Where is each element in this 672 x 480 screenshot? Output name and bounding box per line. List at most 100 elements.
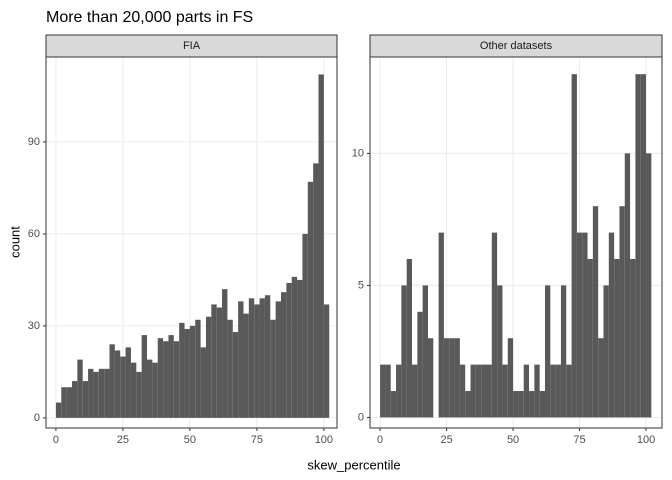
bar [114,350,121,418]
bar [130,362,137,418]
bar [560,285,567,418]
bar [465,391,471,418]
bar [481,364,487,418]
bar [470,364,476,418]
bar [603,285,609,418]
bar [630,259,636,418]
y-tick-label: 10 [352,147,364,159]
bar [173,341,180,418]
bar [152,362,158,418]
bar [157,338,164,418]
bar [529,391,535,418]
y-tick-label: 5 [358,279,364,291]
bar [264,295,271,418]
bar [385,364,391,418]
bar [497,285,503,418]
x-tick-label: 50 [184,434,196,446]
bar [136,371,142,418]
bar [566,364,572,418]
bar [227,319,233,418]
bar [576,232,583,418]
bar [66,387,72,418]
x-tick-label: 25 [117,434,129,446]
bar [513,391,519,418]
bar [222,289,228,418]
bar [380,364,386,418]
x-tick-label: 75 [251,434,263,446]
bar [270,319,276,418]
bar [454,338,460,418]
bar [307,181,314,418]
strip-label: Other datasets [480,40,553,52]
bar [646,153,652,418]
bar [619,206,625,418]
panel-border [369,56,663,429]
bar [422,285,428,418]
bar [313,163,319,418]
bar [534,364,540,418]
bar [544,285,551,418]
bar [523,364,530,418]
bar [109,344,115,418]
bar [582,232,588,418]
bar [614,259,620,418]
y-tick-label: 60 [28,228,40,240]
bar [539,391,545,418]
bar [254,304,260,418]
bar [507,338,514,418]
bar [587,259,593,418]
bar [125,347,131,418]
bar [396,364,402,418]
bar [216,307,223,418]
x-tick-label: 100 [637,434,655,446]
bar [205,316,212,418]
bar [147,359,153,418]
bar [297,279,303,418]
chart-title: More than 20,000 parts in FS [46,9,253,26]
bar [598,338,604,418]
bar [449,338,455,418]
y-tick-label: 30 [28,320,40,332]
bar [635,74,641,418]
bar [491,232,498,418]
bar [571,74,577,418]
bar [291,276,298,418]
x-tick-label: 0 [377,434,383,446]
bar [98,368,105,418]
y-tick-label: 90 [28,136,40,148]
bar [55,402,62,418]
bar [275,301,281,418]
bar [232,332,239,418]
bar [518,391,524,418]
x-tick-label: 25 [440,434,452,446]
bar [248,298,255,418]
bar [61,387,67,418]
x-tick-label: 75 [573,434,585,446]
bar [211,304,217,418]
bar [238,301,244,418]
bar [592,206,599,418]
bar [195,319,201,418]
x-tick-label: 100 [315,434,333,446]
bar [259,298,265,418]
bar [486,364,492,418]
bar [163,341,169,418]
bar [71,381,78,418]
y-tick-label: 0 [34,412,40,424]
bar [443,338,450,418]
bar [624,153,631,418]
bar [459,364,466,418]
bar [77,359,83,418]
bar [141,335,148,418]
bar [401,285,407,418]
bar [427,338,434,418]
bar [640,74,647,418]
y-tick-label: 0 [358,411,364,423]
bar [417,311,423,418]
bar [189,325,196,418]
bar [438,232,444,418]
bar [88,368,94,418]
bar [243,313,249,418]
y-axis-label: count [7,226,22,258]
